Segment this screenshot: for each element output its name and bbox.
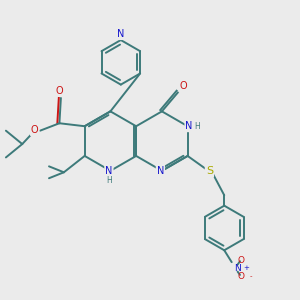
Text: N: N	[234, 264, 241, 273]
Text: N: N	[105, 166, 112, 176]
Text: +: +	[244, 265, 250, 271]
Text: O: O	[56, 85, 63, 96]
Text: N: N	[157, 166, 164, 176]
Text: O: O	[179, 81, 187, 92]
Text: S: S	[206, 167, 213, 176]
Text: O: O	[31, 125, 38, 135]
Text: O: O	[238, 256, 245, 265]
Text: N: N	[117, 29, 124, 39]
Text: O: O	[238, 272, 245, 280]
Text: H: H	[106, 176, 112, 185]
Text: H: H	[194, 122, 200, 131]
Text: -: -	[249, 273, 252, 279]
Text: N: N	[185, 121, 193, 131]
